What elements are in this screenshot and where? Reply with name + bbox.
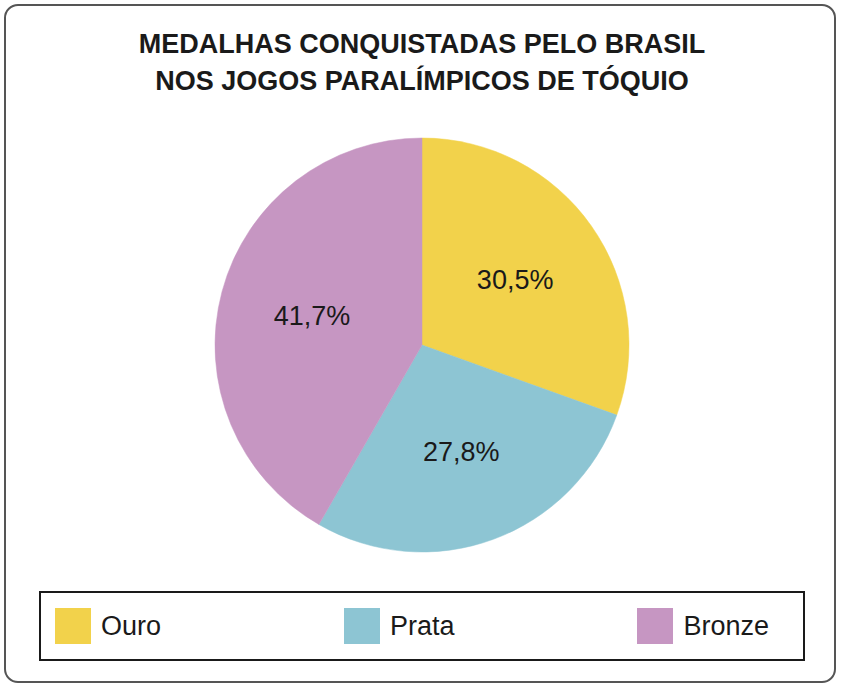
svg-text:41,7%: 41,7% bbox=[274, 301, 351, 331]
svg-text:27,8%: 27,8% bbox=[423, 437, 500, 467]
html-text:Prata: Prata bbox=[390, 610, 455, 641]
html-text:Ouro: Ouro bbox=[101, 610, 161, 641]
html-text:MEDALHAS CONQUISTADAS PELO BRA: MEDALHAS CONQUISTADAS PELO BRASIL NOS JO… bbox=[138, 29, 706, 96]
svg-text:30,5%: 30,5% bbox=[477, 265, 554, 295]
html-text:Bronze: Bronze bbox=[683, 610, 769, 641]
